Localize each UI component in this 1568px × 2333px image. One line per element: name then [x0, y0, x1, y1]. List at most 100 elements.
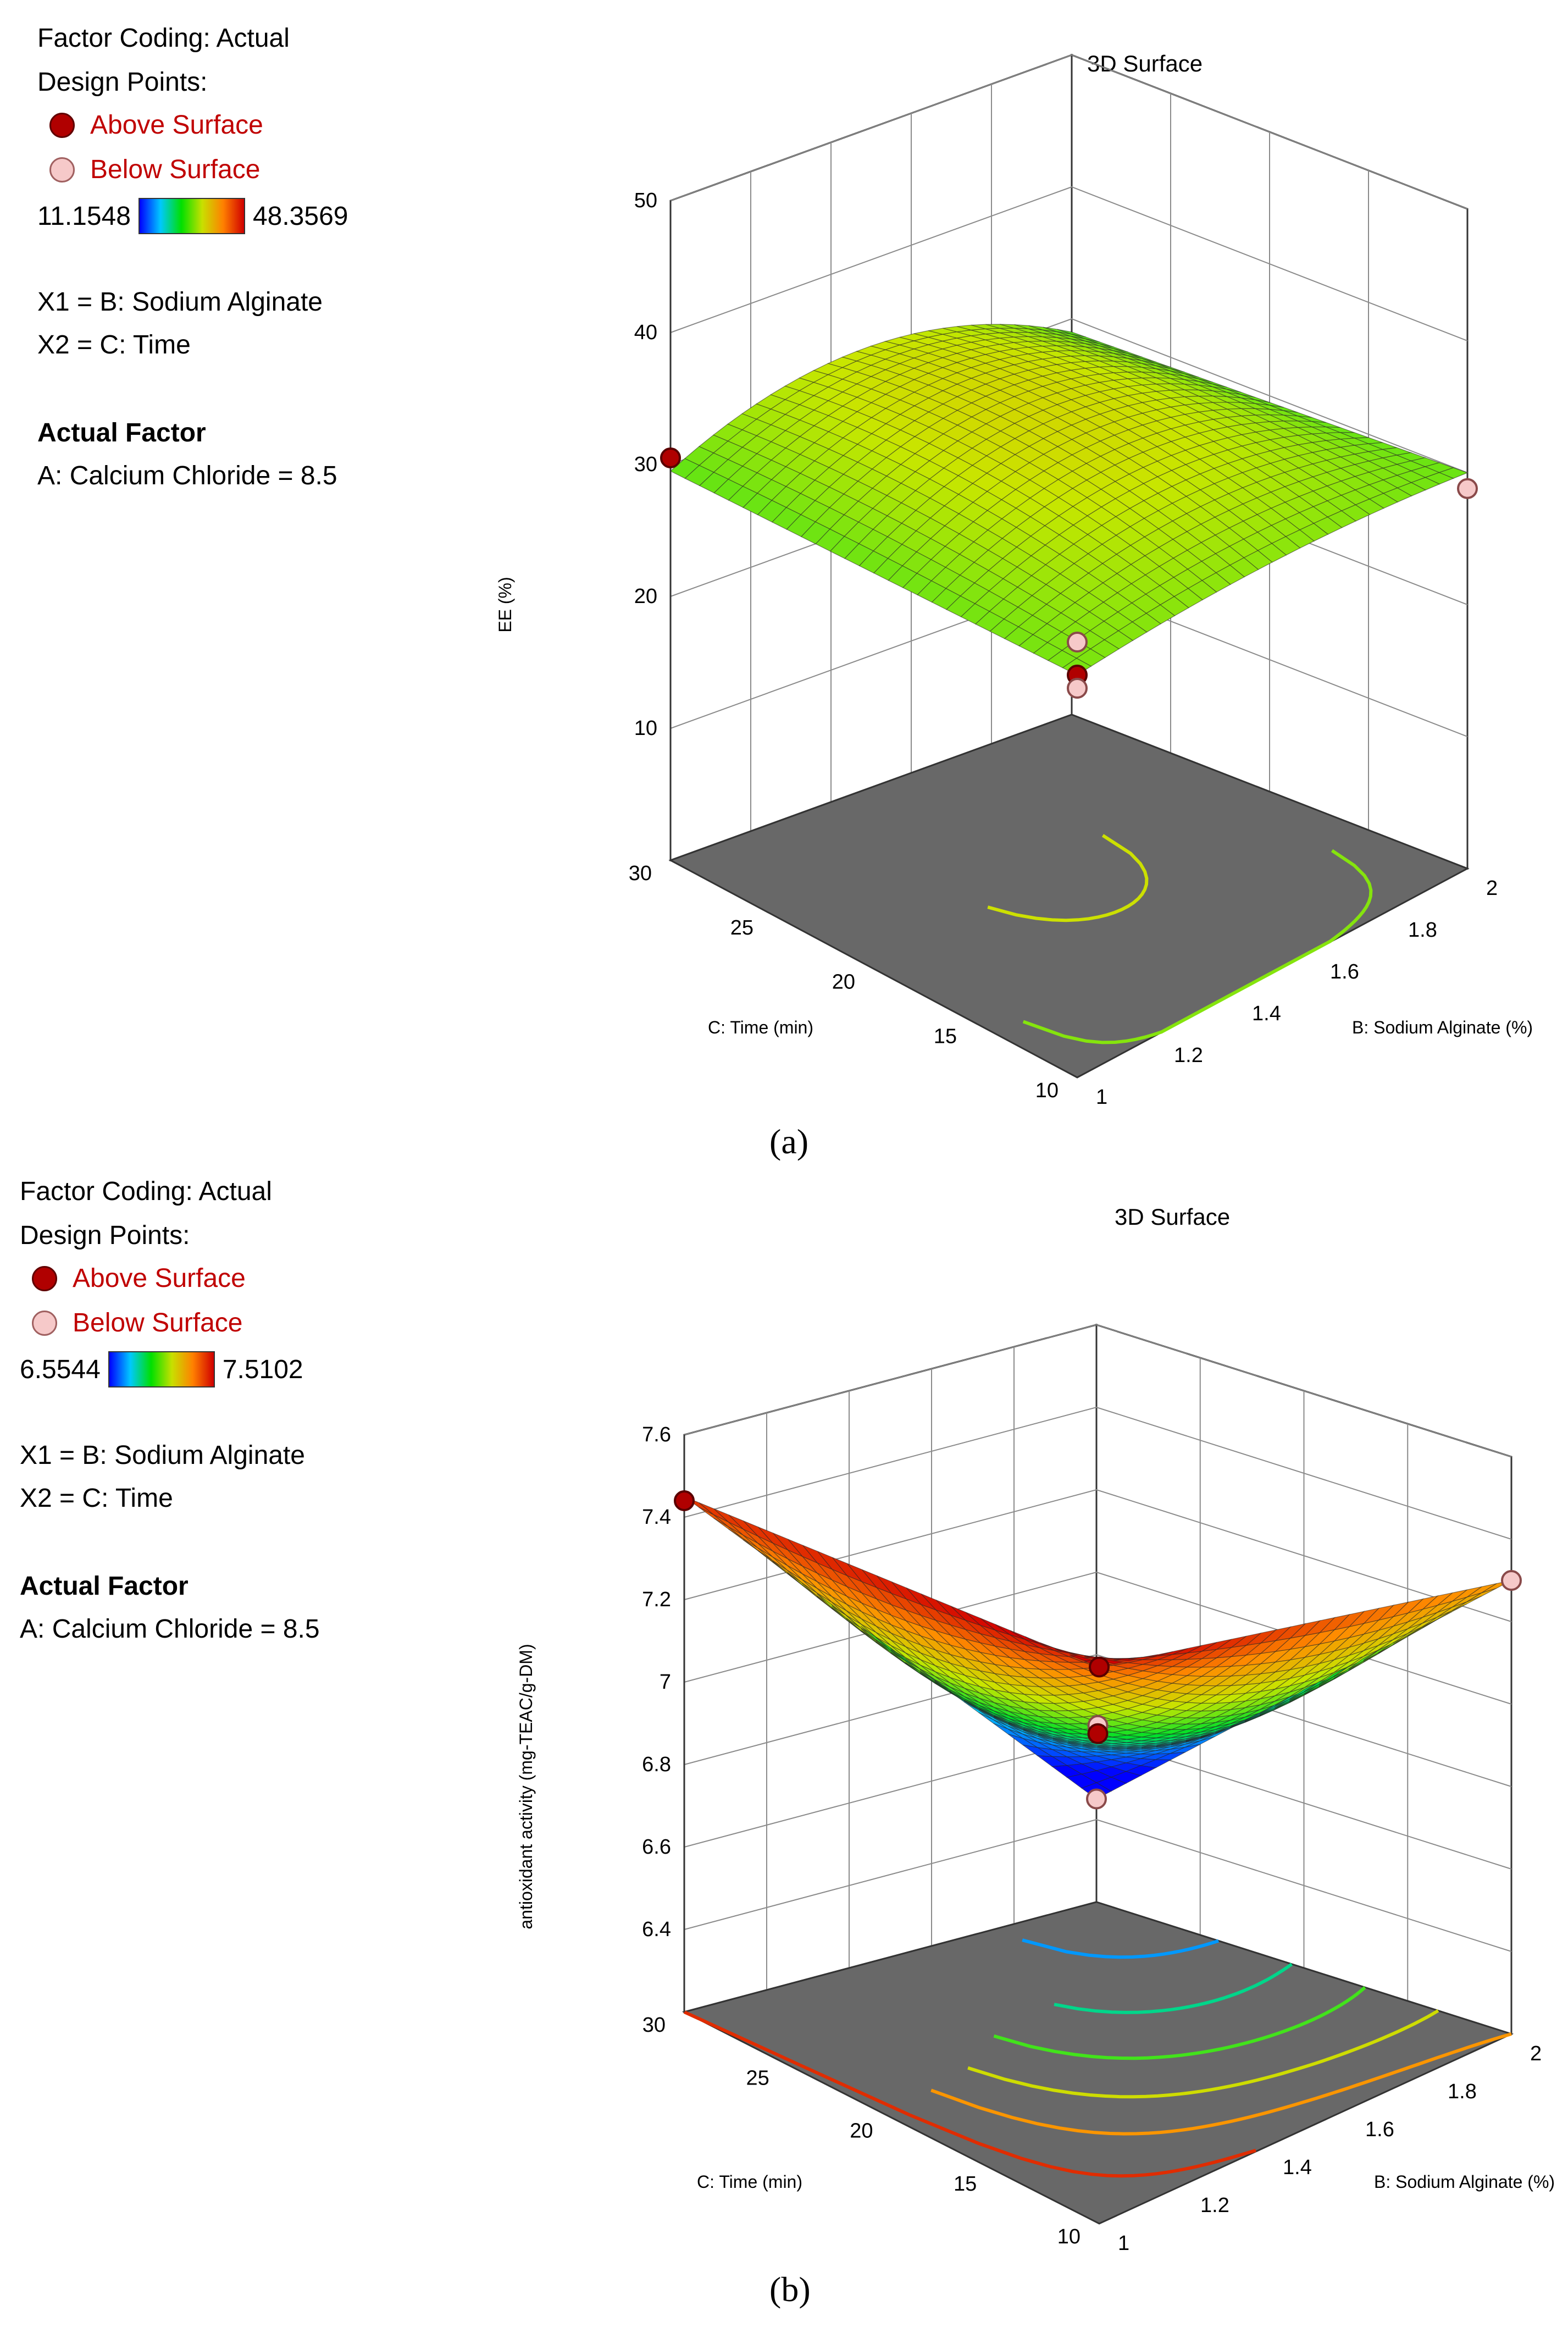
factor-coding: Factor Coding: Actual	[20, 1177, 272, 1206]
y-tick-label: 25	[730, 916, 753, 939]
floor-plane	[682, 1901, 1514, 2225]
design-points-label: Design Points:	[37, 68, 208, 97]
y-tick-label: 20	[832, 971, 855, 994]
y-tick-label: 25	[746, 2066, 769, 2089]
x-tick-label: 1	[1118, 2232, 1129, 2255]
surface-cell	[1438, 467, 1469, 479]
z-axis-label: EE (%)	[495, 577, 515, 632]
color-scale-min: 6.5544	[20, 1355, 101, 1384]
below-surface-marker-icon	[32, 1310, 57, 1336]
z-tick-label: 40	[634, 321, 657, 344]
design-point-below	[1067, 632, 1088, 653]
x-tick-label: 1.2	[1174, 1044, 1203, 1067]
x-tick-label: 2	[1530, 2042, 1542, 2065]
contour-line	[967, 2009, 1439, 2099]
z-tick-label: 50	[634, 189, 657, 212]
z-tick-label: 7.4	[642, 1506, 671, 1529]
above-surface-label: Above Surface	[90, 110, 263, 140]
chart-title: 3D Surface	[1087, 51, 1203, 76]
grid-line	[670, 54, 1468, 209]
x-axis-label: B: Sodium Alginate (%)	[1352, 1018, 1533, 1037]
contour-line	[987, 834, 1149, 922]
floor-plane	[668, 714, 1470, 1079]
axis-ticks: 10 20 30 40 50 1 1.2 1.4 1.6 1.8 2 10 15 20 25 30	[629, 189, 1498, 1109]
above-surface-label: Above Surface	[73, 1264, 246, 1293]
x-tick-label: 1.4	[1283, 2156, 1312, 2179]
x-tick-label: 1.8	[1408, 919, 1437, 942]
design-point-below	[1501, 1570, 1522, 1591]
grid-line	[684, 1324, 1512, 1457]
z-tick-label: 6.4	[642, 1918, 671, 1941]
actual-factor-heading: Actual Factor	[37, 418, 206, 447]
legend-above: Above Surface	[49, 110, 263, 140]
design-point-above	[674, 1490, 695, 1511]
grid-line	[670, 186, 1468, 341]
surface-plot-b: 6.4 6.6 6.8 7 7.2 7.4 7.6 1 1.2 1.4 1.6 1.8 2 10 15 20 2…	[516, 1323, 1555, 2255]
panel-b: Factor Coding: Actual Design Points: Abo…	[0, 1154, 1568, 2309]
grid-line	[684, 1818, 1512, 1952]
y-tick-label: 15	[934, 1025, 957, 1048]
z-tick-label: 7.6	[642, 1423, 671, 1446]
grid-line	[684, 1654, 1512, 1787]
legend-below: Below Surface	[49, 154, 261, 185]
design-points	[674, 1490, 1522, 1810]
y-tick-label: 30	[642, 2014, 666, 2037]
x1-definition: X1 = B: Sodium Alginate	[20, 1441, 305, 1470]
floor-contours	[683, 1938, 1512, 2178]
surface-mesh	[669, 324, 1469, 676]
z-axis-label: antioxidant activity (mg-TEAC/g-DM)	[516, 1644, 536, 1929]
design-point-below	[1067, 678, 1088, 699]
design-point-above	[660, 447, 681, 468]
x1-definition: X1 = B: Sodium Alginate	[37, 288, 323, 317]
design-point-above	[1087, 1723, 1109, 1744]
axis-ticks: 6.4 6.6 6.8 7 7.2 7.4 7.6 1 1.2 1.4 1.6 1.8 2 10 15 20 2…	[642, 1423, 1542, 2255]
legend-below: Below Surface	[32, 1308, 243, 1338]
design-point-above	[1089, 1656, 1110, 1678]
x-tick-label: 1.6	[1330, 960, 1359, 983]
color-gradient-bar	[108, 1351, 215, 1387]
y-tick-label: 10	[1035, 1079, 1059, 1102]
color-scale: 11.1548 48.3569	[37, 198, 348, 234]
x2-definition: X2 = C: Time	[37, 330, 191, 360]
contour-line	[1022, 1938, 1220, 1959]
panel-a: Factor Coding: Actual Design Points: Abo…	[0, 0, 1568, 1161]
above-surface-marker-icon	[32, 1265, 57, 1291]
actual-factor-value: A: Calcium Chloride = 8.5	[20, 1615, 320, 1644]
design-point-below	[1086, 1788, 1107, 1810]
x-tick-label: 1.4	[1252, 1002, 1281, 1025]
z-tick-label: 7	[660, 1671, 671, 1694]
contour-line	[683, 2010, 1256, 2178]
design-points	[660, 447, 1478, 699]
contour-line	[993, 1986, 1366, 2060]
below-surface-marker-icon	[49, 157, 75, 183]
surface-plot-a: 10 20 30 40 50 1 1.2 1.4 1.6 1.8 2 10 15 20 25 30 B: Sod…	[495, 53, 1533, 1109]
design-points-label: Design Points:	[20, 1221, 190, 1250]
design-point-below	[1457, 478, 1478, 499]
actual-factor-value: A: Calcium Chloride = 8.5	[37, 461, 337, 490]
actual-factor-heading: Actual Factor	[20, 1572, 189, 1601]
panel-caption: (a)	[769, 1122, 809, 1161]
x-tick-label: 1.2	[1200, 2194, 1229, 2217]
y-axis-label: C: Time (min)	[697, 2172, 802, 2192]
z-tick-label: 20	[634, 585, 657, 608]
contour-line	[1054, 1962, 1293, 2014]
x-tick-label: 1	[1096, 1086, 1107, 1109]
color-scale-min: 11.1548	[37, 201, 131, 231]
y-tick-label: 30	[629, 862, 652, 885]
grid-line	[684, 1406, 1512, 1540]
chart-title: 3D Surface	[1115, 1204, 1231, 1230]
color-scale-max: 48.3569	[252, 201, 348, 231]
color-scale: 6.5544 7.5102	[20, 1351, 303, 1387]
y-axis-label: C: Time (min)	[708, 1018, 813, 1037]
color-scale-max: 7.5102	[222, 1355, 303, 1384]
panel-caption: (b)	[769, 2270, 811, 2309]
z-tick-label: 7.2	[642, 1588, 671, 1611]
y-tick-label: 15	[954, 2172, 977, 2196]
x-axis-label: B: Sodium Alginate (%)	[1374, 2172, 1555, 2192]
x-tick-label: 1.8	[1448, 2080, 1477, 2103]
legend-above: Above Surface	[32, 1263, 246, 1293]
contour-line	[1022, 849, 1373, 1044]
grid-line	[684, 1571, 1512, 1705]
color-gradient-bar	[138, 198, 245, 234]
below-surface-label: Below Surface	[90, 155, 261, 184]
